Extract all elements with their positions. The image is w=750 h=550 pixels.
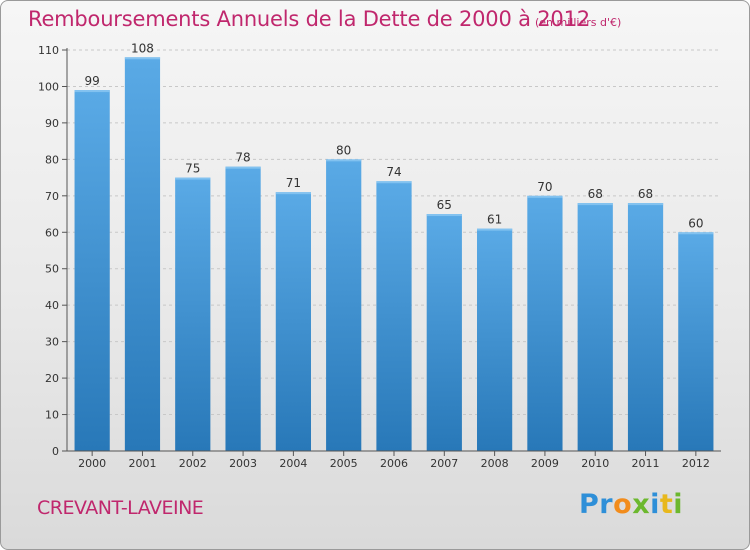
x-tick-label-2009: 2009 <box>531 457 559 470</box>
chart-title: Remboursements Annuels de la Dette de 20… <box>28 7 590 31</box>
bar-top-highlight <box>477 228 513 231</box>
x-tick-label-2011: 2011 <box>632 457 660 470</box>
y-tick-label: 110 <box>38 44 59 57</box>
bar-top-highlight <box>577 203 613 206</box>
y-tick-label: 40 <box>45 299 59 312</box>
bar-2006[interactable] <box>376 181 412 451</box>
y-tick-label: 90 <box>45 117 59 130</box>
bar-2005[interactable] <box>326 159 362 451</box>
value-label-2006: 74 <box>386 165 401 179</box>
logo-letter: P <box>579 489 600 520</box>
value-label-2000: 99 <box>85 74 100 88</box>
y-tick-label: 70 <box>45 190 59 203</box>
y-tick-label: 10 <box>45 409 59 422</box>
chart-subtitle: (en milliers d'€) <box>535 16 622 29</box>
bar-top-highlight <box>376 181 412 184</box>
x-tick-label-2000: 2000 <box>78 457 106 470</box>
bar-2002[interactable] <box>175 177 211 451</box>
bar-top-highlight <box>74 90 110 93</box>
bar-top-highlight <box>678 232 714 235</box>
axes <box>62 48 721 456</box>
bar-top-highlight <box>124 57 161 60</box>
bar-top-highlight <box>225 166 261 169</box>
logo-letter: x <box>632 489 651 520</box>
x-tick-label-2004: 2004 <box>279 457 307 470</box>
bar-top-highlight <box>426 214 462 217</box>
bar-2003[interactable] <box>225 166 261 451</box>
x-tick-label-2012: 2012 <box>682 457 710 470</box>
bars <box>74 57 714 452</box>
y-tick-label: 0 <box>52 445 59 458</box>
value-label-2010: 68 <box>588 187 603 201</box>
bar-2001[interactable] <box>124 57 161 452</box>
x-tick-label-2003: 2003 <box>229 457 257 470</box>
bar-top-highlight <box>326 159 362 162</box>
logo-letter: i <box>673 489 684 520</box>
logo-letter: t <box>659 489 674 520</box>
y-tick-label: 50 <box>45 263 59 276</box>
value-label-2009: 70 <box>537 180 552 194</box>
labels: 0 10 20 30 40 50 60 70 80 90 100 110 99 2000 108 2001 75… <box>38 41 710 470</box>
y-tick-label: 100 <box>38 80 59 93</box>
value-label-2001: 108 <box>131 41 154 55</box>
x-tick-label-2001: 2001 <box>128 457 156 470</box>
bar-2007[interactable] <box>426 214 462 451</box>
x-tick-label-2006: 2006 <box>380 457 408 470</box>
bar-2012[interactable] <box>678 232 714 451</box>
value-label-2011: 68 <box>638 187 653 201</box>
x-tick-label-2002: 2002 <box>179 457 207 470</box>
value-label-2007: 65 <box>437 198 452 212</box>
y-tick-label: 30 <box>45 336 59 349</box>
value-label-2012: 60 <box>688 216 703 230</box>
logo-letter: r <box>599 489 614 520</box>
logo-letter: o <box>613 489 633 520</box>
bar-2009[interactable] <box>527 195 563 451</box>
y-tick-label: 20 <box>45 372 59 385</box>
bar-2008[interactable] <box>477 228 513 451</box>
x-tick-label-2007: 2007 <box>430 457 458 470</box>
y-tick-label: 80 <box>45 153 59 166</box>
bar-2004[interactable] <box>275 192 311 451</box>
y-tick-label: 60 <box>45 226 59 239</box>
x-tick-label-2005: 2005 <box>330 457 358 470</box>
bar-top-highlight <box>627 203 664 206</box>
proxiti-logo[interactable]: Proxiti <box>579 489 683 520</box>
x-tick-label-2010: 2010 <box>581 457 609 470</box>
value-label-2003: 78 <box>235 151 250 165</box>
bar-top-highlight <box>275 192 311 195</box>
value-label-2005: 80 <box>336 143 351 157</box>
bar-2011[interactable] <box>627 203 664 451</box>
bar-2000[interactable] <box>74 90 110 451</box>
commune-name: CREVANT-LAVEINE <box>37 497 204 519</box>
x-tick-label-2008: 2008 <box>481 457 509 470</box>
value-label-2004: 71 <box>286 176 301 190</box>
bar-top-highlight <box>175 177 211 180</box>
value-label-2002: 75 <box>185 162 200 176</box>
logo-letter: i <box>650 489 660 520</box>
bar-top-highlight <box>527 195 563 198</box>
value-label-2008: 61 <box>487 213 502 227</box>
bar-2010[interactable] <box>577 203 613 451</box>
